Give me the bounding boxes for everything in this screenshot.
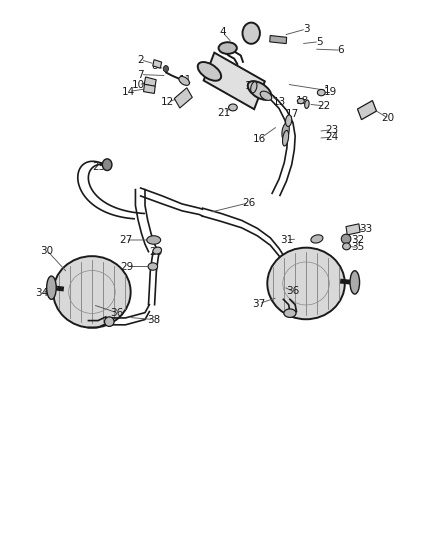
Polygon shape bbox=[346, 224, 360, 235]
Text: 21: 21 bbox=[218, 108, 231, 118]
Polygon shape bbox=[144, 77, 156, 87]
Text: 32: 32 bbox=[352, 235, 365, 245]
Ellipse shape bbox=[286, 115, 292, 126]
Ellipse shape bbox=[179, 76, 190, 85]
Circle shape bbox=[102, 159, 112, 171]
Text: 7: 7 bbox=[138, 70, 144, 79]
Text: 19: 19 bbox=[323, 87, 337, 97]
Text: 10: 10 bbox=[132, 80, 145, 90]
Polygon shape bbox=[144, 84, 155, 93]
Text: 5: 5 bbox=[316, 37, 322, 47]
Text: 15: 15 bbox=[245, 81, 258, 91]
Ellipse shape bbox=[311, 235, 323, 243]
Text: 16: 16 bbox=[252, 134, 266, 144]
Text: 24: 24 bbox=[325, 132, 339, 142]
Text: 12: 12 bbox=[161, 97, 174, 107]
Text: 31: 31 bbox=[280, 235, 293, 245]
Text: 35: 35 bbox=[352, 243, 365, 253]
Text: 14: 14 bbox=[122, 86, 135, 96]
Text: 2: 2 bbox=[138, 55, 144, 64]
Text: 1: 1 bbox=[324, 85, 330, 95]
Ellipse shape bbox=[147, 236, 161, 244]
Text: 17: 17 bbox=[286, 109, 299, 119]
Text: 25: 25 bbox=[93, 162, 106, 172]
Text: 34: 34 bbox=[35, 288, 48, 298]
Text: 6: 6 bbox=[338, 45, 344, 55]
Text: 4: 4 bbox=[219, 27, 226, 37]
Ellipse shape bbox=[219, 42, 237, 54]
Polygon shape bbox=[204, 53, 265, 109]
Ellipse shape bbox=[297, 99, 304, 104]
Ellipse shape bbox=[153, 247, 162, 254]
Ellipse shape bbox=[284, 309, 296, 317]
Text: 11: 11 bbox=[178, 75, 192, 85]
Text: 36: 36 bbox=[110, 308, 124, 318]
Circle shape bbox=[243, 22, 260, 44]
Ellipse shape bbox=[251, 82, 257, 93]
Text: 30: 30 bbox=[41, 246, 53, 256]
Text: 33: 33 bbox=[360, 224, 373, 235]
Text: 18: 18 bbox=[296, 96, 309, 106]
Polygon shape bbox=[174, 88, 192, 108]
Ellipse shape bbox=[260, 91, 272, 100]
Text: 38: 38 bbox=[147, 314, 160, 325]
Text: 29: 29 bbox=[120, 262, 133, 271]
Ellipse shape bbox=[248, 81, 271, 100]
Text: 36: 36 bbox=[286, 286, 300, 296]
Ellipse shape bbox=[229, 104, 237, 111]
Ellipse shape bbox=[350, 271, 360, 294]
Ellipse shape bbox=[267, 248, 345, 319]
Ellipse shape bbox=[283, 131, 289, 146]
Text: 13: 13 bbox=[272, 97, 286, 107]
Ellipse shape bbox=[148, 263, 158, 270]
Text: 8: 8 bbox=[151, 61, 158, 71]
Ellipse shape bbox=[105, 317, 114, 326]
Ellipse shape bbox=[341, 234, 351, 244]
Text: 27: 27 bbox=[119, 235, 132, 245]
Polygon shape bbox=[153, 60, 162, 68]
Text: 3: 3 bbox=[303, 24, 309, 34]
Text: 26: 26 bbox=[242, 198, 255, 208]
Text: 28: 28 bbox=[149, 247, 162, 257]
Text: 20: 20 bbox=[381, 113, 395, 123]
Ellipse shape bbox=[318, 90, 325, 96]
Ellipse shape bbox=[47, 276, 56, 300]
Polygon shape bbox=[357, 101, 377, 119]
Polygon shape bbox=[270, 36, 286, 44]
Ellipse shape bbox=[282, 123, 289, 140]
Ellipse shape bbox=[343, 243, 350, 250]
Text: 37: 37 bbox=[252, 298, 266, 309]
Text: 23: 23 bbox=[325, 125, 339, 135]
Ellipse shape bbox=[198, 62, 221, 80]
Ellipse shape bbox=[53, 256, 131, 328]
Ellipse shape bbox=[305, 100, 309, 108]
Circle shape bbox=[163, 66, 169, 72]
Text: 22: 22 bbox=[318, 101, 331, 111]
